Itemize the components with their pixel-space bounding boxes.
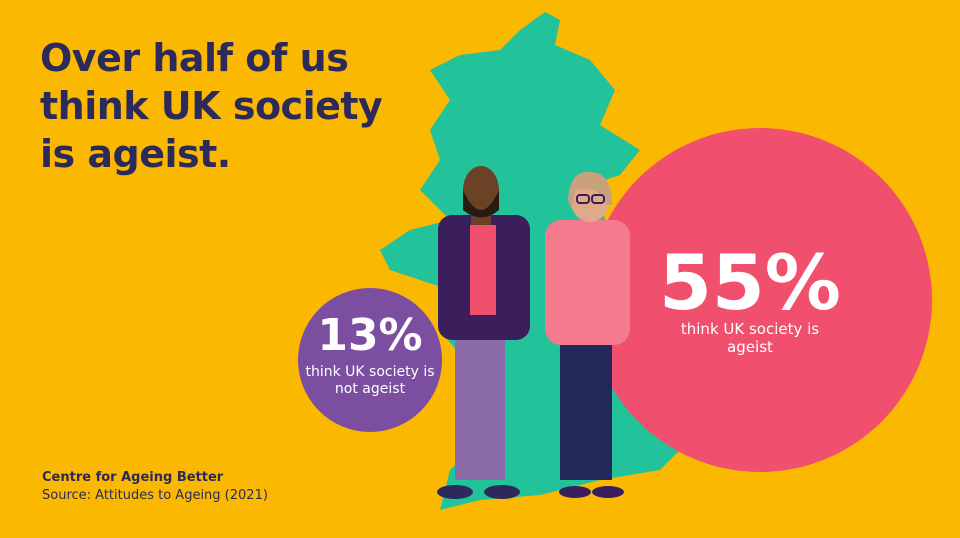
- headline: Over half of us think UK society is agei…: [40, 36, 383, 176]
- majority-figure: 55%: [659, 238, 841, 327]
- minority-caption: think UK society is not ageist: [305, 364, 435, 397]
- organisation: Centre for Ageing Better: [42, 470, 224, 485]
- woman-figure: [545, 171, 630, 498]
- source: Source: Attitudes to Ageing (2021): [42, 488, 268, 503]
- majority-caption: think UK society is ageist: [680, 320, 820, 356]
- minority-figure: 13%: [317, 310, 423, 361]
- minority-circle: [298, 288, 442, 432]
- majority-circle: [588, 128, 932, 472]
- man-figure: [437, 166, 530, 499]
